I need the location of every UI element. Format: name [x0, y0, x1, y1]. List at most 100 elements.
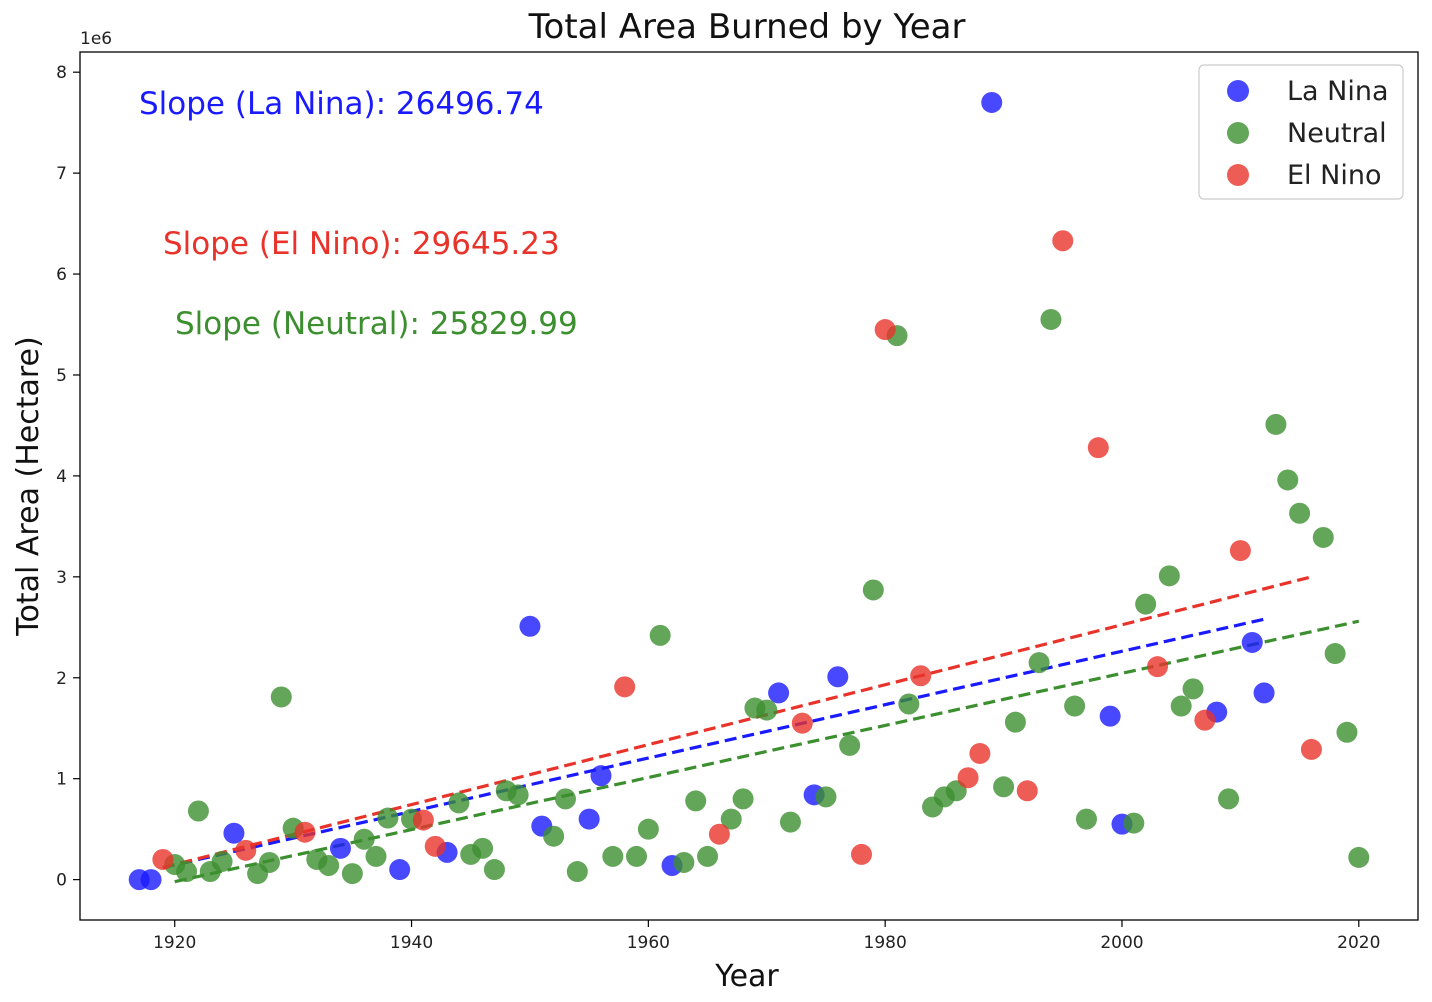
data-point-la-nina: [590, 765, 612, 787]
data-point-neutral: [187, 800, 209, 822]
data-point-neutral: [1170, 695, 1192, 717]
y-tick-label: 0: [56, 871, 67, 891]
x-tick-label: 1980: [864, 933, 907, 953]
legend-marker-la-nina: [1227, 80, 1249, 102]
data-point-neutral: [258, 851, 280, 873]
data-point-neutral: [483, 859, 505, 881]
data-point-neutral: [732, 788, 754, 810]
data-point-la-nina: [1099, 705, 1121, 727]
data-point-neutral: [507, 784, 529, 806]
data-point-el-nino: [708, 823, 730, 845]
data-point-el-nino: [910, 665, 932, 687]
x-axis-label: Year: [714, 959, 779, 994]
data-point-la-nina: [223, 822, 245, 844]
data-point-neutral: [1075, 808, 1097, 830]
data-point-neutral: [697, 845, 719, 867]
data-point-la-nina: [1241, 631, 1263, 653]
data-point-el-nino: [1087, 437, 1109, 459]
y-tick-label: 4: [56, 467, 67, 487]
data-point-el-nino: [850, 843, 872, 865]
data-point-neutral: [1324, 643, 1346, 665]
data-point-neutral: [993, 776, 1015, 798]
data-point-la-nina: [827, 666, 849, 688]
trend-line-la-nina: [162, 617, 1265, 870]
slope-annotation-el-nino: Slope (El Nino): 29645.23: [163, 226, 560, 262]
data-point-neutral: [602, 845, 624, 867]
data-point-neutral: [472, 837, 494, 859]
data-point-el-nino: [874, 319, 896, 341]
data-point-el-nino: [412, 809, 434, 831]
data-point-neutral: [1158, 565, 1180, 587]
data-point-neutral: [862, 579, 884, 601]
data-point-la-nina: [981, 91, 1003, 113]
data-point-neutral: [554, 788, 576, 810]
data-point-neutral: [720, 808, 742, 830]
data-point-neutral: [1135, 593, 1157, 615]
data-point-el-nino: [1229, 540, 1251, 562]
data-point-neutral: [543, 825, 565, 847]
data-point-el-nino: [424, 835, 446, 857]
data-point-neutral: [1028, 652, 1050, 674]
data-point-neutral: [377, 807, 399, 829]
y-tick-label: 2: [56, 669, 67, 689]
x-tick-label: 1960: [627, 933, 670, 953]
data-point-neutral: [1336, 721, 1358, 743]
data-point-neutral: [1312, 526, 1334, 548]
data-point-neutral: [898, 693, 920, 715]
data-point-neutral: [1040, 308, 1062, 330]
data-point-neutral: [685, 790, 707, 812]
data-point-neutral: [1289, 502, 1311, 524]
x-tick-label: 1940: [390, 933, 433, 953]
data-point-neutral: [318, 854, 340, 876]
data-point-la-nina: [578, 808, 600, 830]
data-point-neutral: [176, 861, 198, 883]
plot-area: 1920 1940 1960 1980 2000 2020 0 1 2 3 4 5 6 7 8 Slope (…: [56, 51, 1419, 953]
data-point-neutral: [637, 818, 659, 840]
y-tick-label: 8: [56, 63, 67, 83]
data-point-la-nina: [519, 615, 541, 637]
data-point-neutral: [1218, 788, 1240, 810]
data-point-la-nina: [140, 869, 162, 891]
x-tick-label: 2000: [1100, 933, 1143, 953]
data-point-el-nino: [1194, 709, 1216, 731]
data-point-neutral: [1348, 846, 1370, 868]
data-point-neutral: [1265, 413, 1287, 435]
y-axis-offset-label: 1e6: [80, 29, 112, 49]
data-point-neutral: [649, 624, 671, 646]
data-point-el-nino: [1052, 230, 1074, 252]
data-point-neutral: [353, 828, 375, 850]
data-point-neutral: [270, 686, 292, 708]
legend-box: [1198, 64, 1404, 200]
y-tick-label: 3: [56, 568, 67, 588]
legend-marker-el-nino: [1227, 164, 1249, 186]
legend-label-el-nino: El Nino: [1287, 160, 1381, 191]
data-point-el-nino: [152, 848, 174, 870]
data-point-el-nino: [969, 742, 991, 764]
data-point-neutral: [448, 792, 470, 814]
x-tick-label: 1920: [153, 933, 196, 953]
data-point-el-nino: [1300, 738, 1322, 760]
data-point-neutral: [1277, 469, 1299, 491]
data-point-neutral: [566, 861, 588, 883]
plot-frame: [79, 51, 1419, 921]
data-point-neutral: [1004, 711, 1026, 733]
data-point-neutral: [341, 863, 363, 885]
x-tick-label: 2020: [1337, 933, 1380, 953]
data-point-la-nina: [329, 837, 351, 859]
data-point-el-nino: [614, 676, 636, 698]
data-point-la-nina: [1253, 682, 1275, 704]
y-tick-label: 6: [56, 265, 67, 285]
data-point-neutral: [673, 851, 695, 873]
data-point-el-nino: [235, 839, 257, 861]
data-point-el-nino: [957, 767, 979, 789]
legend-label-la-nina: La Nina: [1287, 76, 1389, 107]
data-point-neutral: [839, 734, 861, 756]
y-axis-label: Total Area (Hectare): [11, 336, 46, 636]
slope-annotation-la-nina: Slope (La Nina): 26496.74: [139, 86, 544, 122]
data-point-el-nino: [1016, 780, 1038, 802]
data-point-el-nino: [791, 712, 813, 734]
legend-label-neutral: Neutral: [1287, 118, 1387, 149]
data-point-neutral: [815, 786, 837, 808]
data-point-el-nino: [1147, 656, 1169, 678]
y-tick-label: 7: [56, 164, 67, 184]
